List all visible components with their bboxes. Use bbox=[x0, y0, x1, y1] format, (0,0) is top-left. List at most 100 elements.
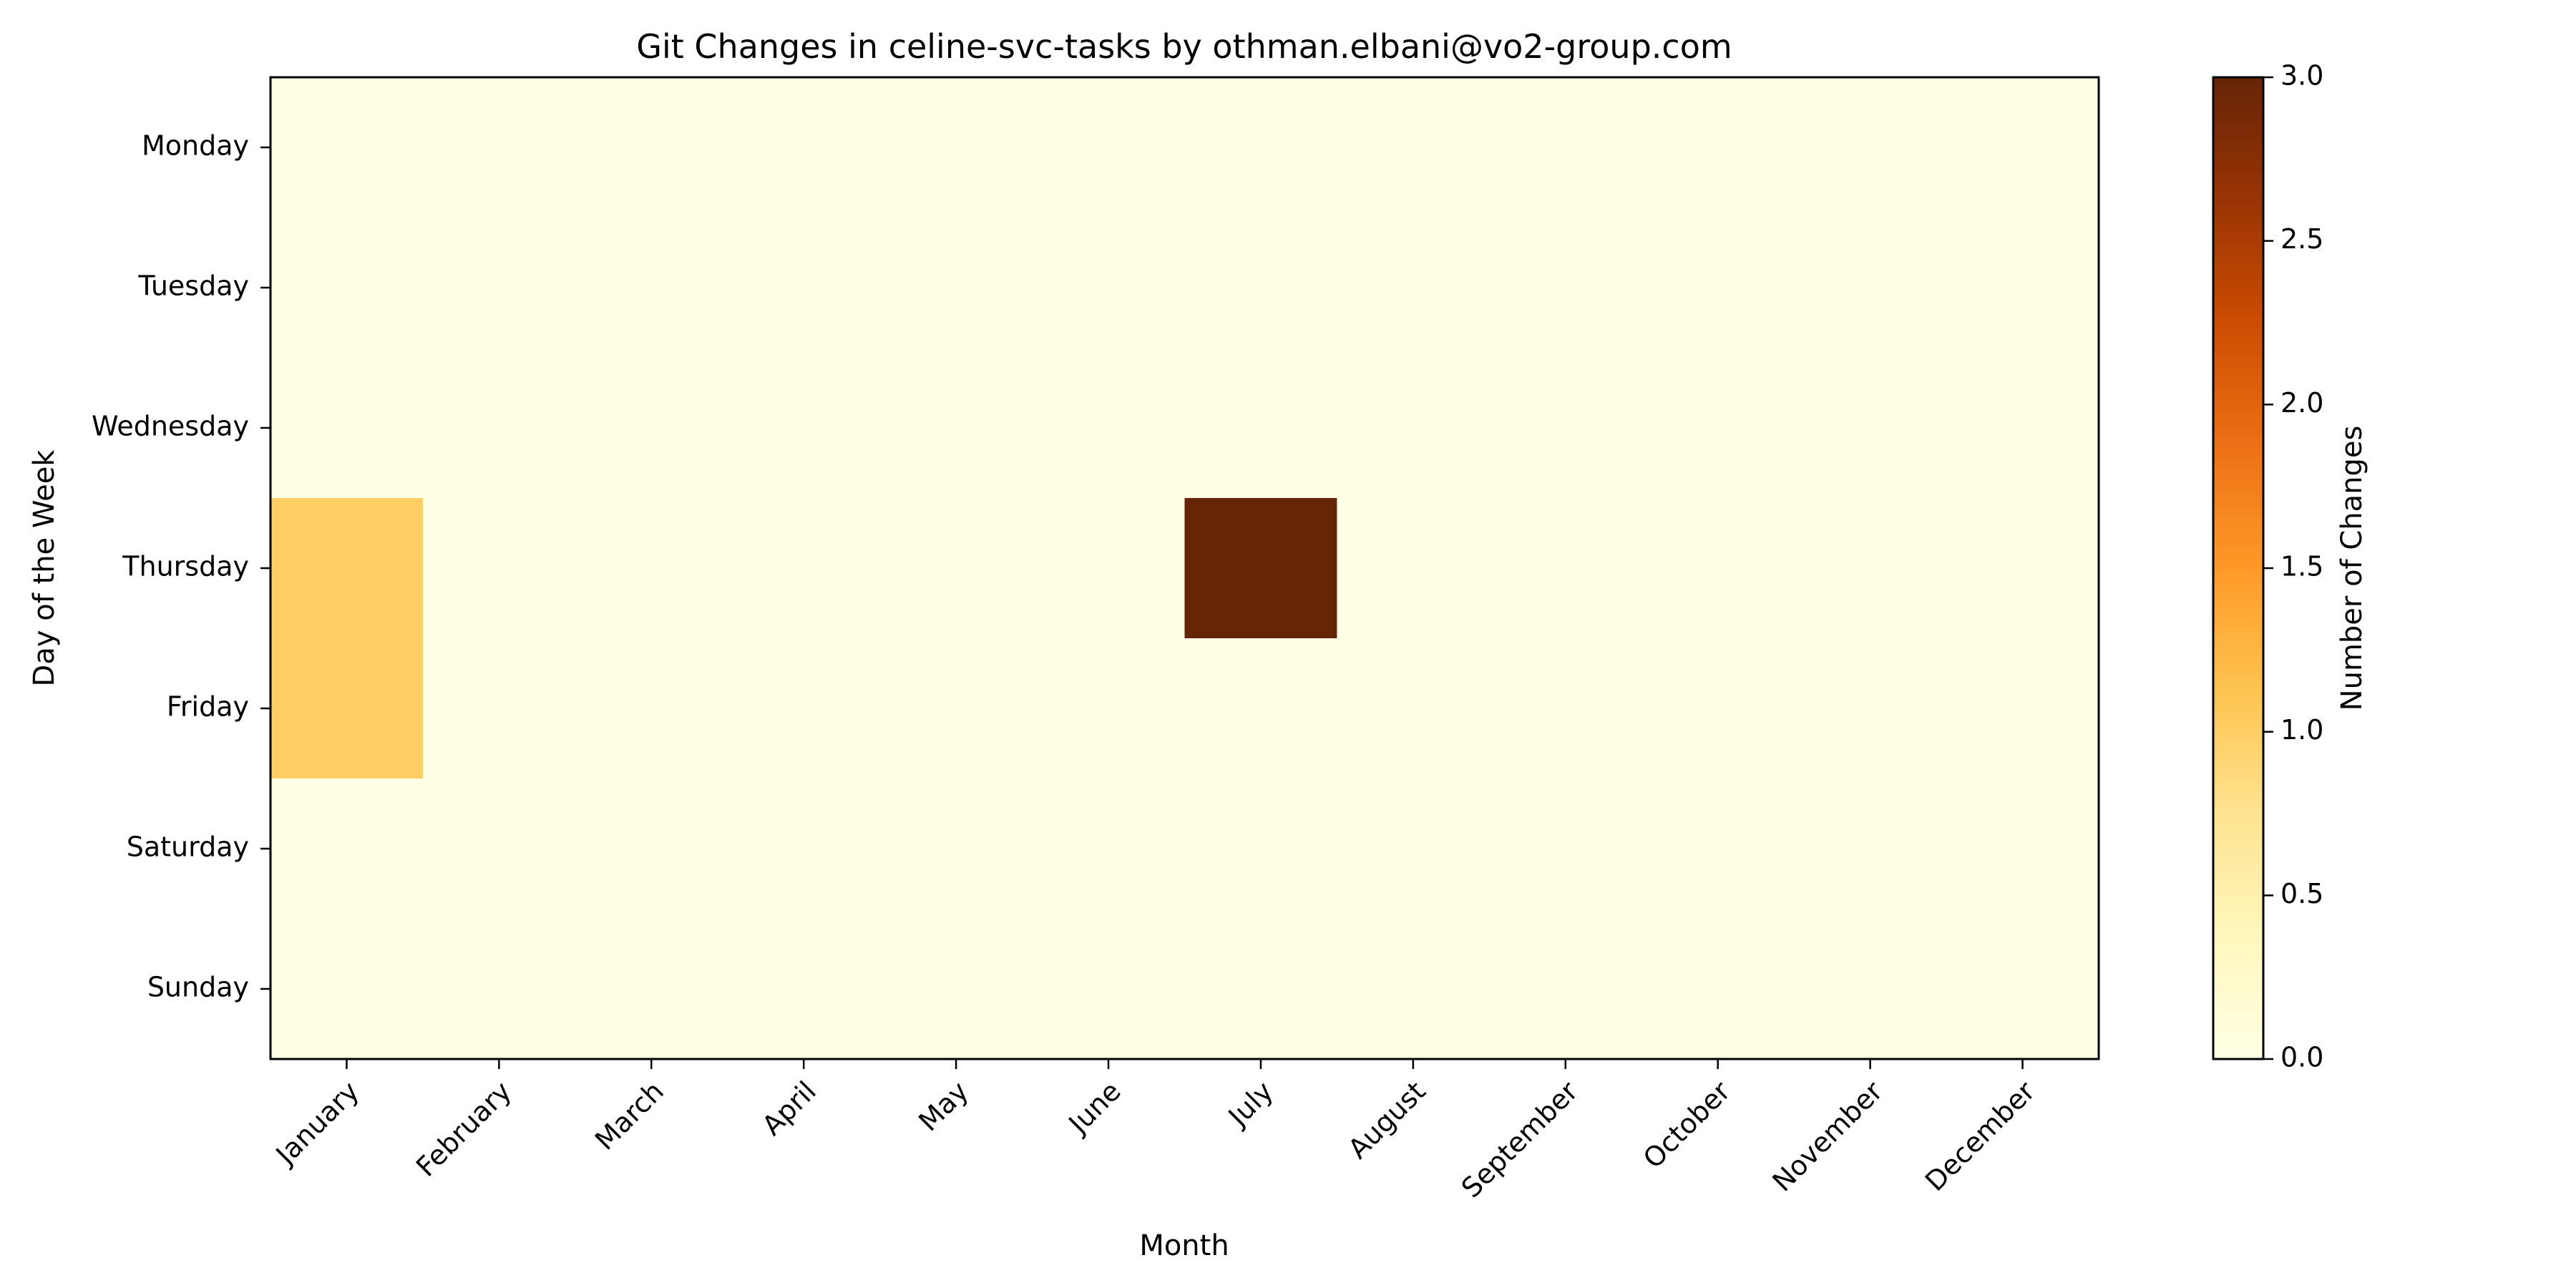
heatmap-cell bbox=[1489, 218, 1642, 358]
heatmap-cell bbox=[422, 77, 576, 218]
heatmap-cell bbox=[1032, 358, 1186, 499]
heatmap-cell bbox=[270, 218, 424, 358]
heatmap-cell bbox=[1337, 919, 1490, 1060]
heatmap-cell bbox=[1184, 779, 1338, 919]
heatmap-cell bbox=[727, 779, 881, 919]
x-tick-label: December bbox=[1919, 1075, 2041, 1197]
heatmap-cell bbox=[575, 218, 728, 358]
colorbar-axis: 0.0 0.5 1.0 1.5 2.0 2.5 3.0 bbox=[2263, 60, 2323, 1073]
colorbar-label: Number of Changes bbox=[2336, 426, 2368, 711]
heatmap-cell bbox=[879, 358, 1033, 499]
heatmap-cell bbox=[1184, 919, 1338, 1060]
heatmap-cell bbox=[1641, 919, 1795, 1060]
heatmap-cell bbox=[422, 218, 576, 358]
heatmap-cell bbox=[1946, 638, 2099, 779]
y-tick-label: Thursday bbox=[122, 551, 249, 582]
heatmap-cell bbox=[1184, 77, 1338, 218]
heatmap-cell bbox=[1489, 77, 1642, 218]
heatmap-cell bbox=[1794, 358, 1947, 499]
y-axis: Monday Tuesday Wednesday Thursday Friday Satu… bbox=[92, 130, 270, 1003]
x-tick-label: April bbox=[756, 1075, 822, 1142]
heatmap-cell bbox=[1946, 498, 2099, 639]
colorbar bbox=[2212, 76, 2265, 1060]
x-tick-label: August bbox=[1342, 1075, 1432, 1165]
colorbar-tick-label: 2.0 bbox=[2280, 387, 2323, 419]
heatmap-cell bbox=[270, 919, 424, 1060]
heatmap-cell bbox=[1641, 779, 1795, 919]
x-axis: January February March April May June July Augu… bbox=[269, 1059, 2041, 1204]
heatmap-cell bbox=[1032, 919, 1186, 1060]
x-tick-label: January bbox=[269, 1075, 365, 1171]
heatmap-cell bbox=[879, 779, 1033, 919]
y-axis-label: Day of the Week bbox=[28, 449, 61, 687]
heatmap-cell bbox=[879, 919, 1033, 1060]
heatmap-cell bbox=[1337, 638, 1490, 779]
heatmap-cell bbox=[879, 498, 1033, 639]
heatmap-cell bbox=[1489, 498, 1642, 639]
x-tick-label: September bbox=[1455, 1075, 1584, 1204]
colorbar-tick-label: 0.0 bbox=[2280, 1042, 2323, 1073]
y-tick-label: Friday bbox=[167, 691, 249, 723]
heatmap-cell bbox=[1794, 638, 1947, 779]
x-tick-label: July bbox=[1221, 1075, 1279, 1133]
heatmap-cell bbox=[1794, 218, 1947, 358]
heatmap-cell bbox=[879, 218, 1033, 358]
heatmap-cell bbox=[1032, 638, 1186, 779]
heatmap-cell bbox=[727, 218, 881, 358]
y-tick-label: Monday bbox=[142, 130, 249, 162]
heatmap-cell bbox=[727, 919, 881, 1060]
heatmap-cell bbox=[879, 77, 1033, 218]
heatmap-cell bbox=[1337, 498, 1490, 639]
heatmap-cell bbox=[727, 358, 881, 499]
heatmap-cell bbox=[1337, 218, 1490, 358]
heatmap-cell bbox=[575, 498, 728, 639]
heatmap-cell bbox=[422, 779, 576, 919]
heatmap-cell bbox=[1337, 358, 1490, 499]
colorbar-tick-label: 2.5 bbox=[2280, 223, 2323, 255]
heatmap-cell bbox=[1946, 218, 2099, 358]
heatmap-cell bbox=[1794, 919, 1947, 1060]
heatmap-cell bbox=[727, 498, 881, 639]
heatmap-cell bbox=[1641, 77, 1795, 218]
heatmap-cell bbox=[1184, 218, 1338, 358]
x-tick-label: June bbox=[1062, 1075, 1127, 1141]
y-tick-label: Wednesday bbox=[92, 411, 249, 442]
x-tick-label: March bbox=[589, 1075, 670, 1156]
heatmap-cell bbox=[575, 779, 728, 919]
heatmap-cell bbox=[1794, 779, 1947, 919]
heatmap-cell bbox=[1641, 358, 1795, 499]
y-tick-label: Sunday bbox=[147, 972, 249, 1003]
heatmap-cell bbox=[270, 779, 424, 919]
heatmap-cell bbox=[1794, 498, 1947, 639]
heatmap-cell bbox=[1032, 77, 1186, 218]
heatmap-cell bbox=[575, 638, 728, 779]
heatmap-cell bbox=[422, 638, 576, 779]
x-tick-label: February bbox=[410, 1075, 517, 1183]
heatmap-cell bbox=[270, 638, 424, 779]
heatmap-cell bbox=[1032, 779, 1186, 919]
heatmap-cell bbox=[422, 498, 576, 639]
heatmap-cell bbox=[1184, 638, 1338, 779]
heatmap-cell bbox=[270, 358, 424, 499]
colorbar-tick-label: 0.5 bbox=[2280, 878, 2323, 909]
x-tick-label: May bbox=[912, 1075, 975, 1138]
heatmap-cells bbox=[270, 77, 2099, 1060]
heatmap-cell bbox=[270, 77, 424, 218]
heatmap-cell bbox=[575, 919, 728, 1060]
colorbar-tick-label: 1.5 bbox=[2280, 551, 2323, 582]
heatmap-cell bbox=[1184, 498, 1338, 639]
heatmap-cell bbox=[1489, 638, 1642, 779]
heatmap-cell bbox=[1946, 919, 2099, 1060]
x-axis-label: Month bbox=[1139, 1229, 1229, 1262]
heatmap-cell bbox=[1946, 779, 2099, 919]
heatmap-cell bbox=[575, 358, 728, 499]
heatmap-cell bbox=[422, 358, 576, 499]
chart-title: Git Changes in celine-svc-tasks by othma… bbox=[636, 27, 1732, 66]
colorbar-tick-label: 1.0 bbox=[2280, 714, 2323, 746]
heatmap-cell bbox=[1641, 218, 1795, 358]
heatmap-cell bbox=[575, 77, 728, 218]
heatmap-cell bbox=[1337, 779, 1490, 919]
heatmap-cell bbox=[422, 919, 576, 1060]
heatmap-cell bbox=[1337, 77, 1490, 218]
